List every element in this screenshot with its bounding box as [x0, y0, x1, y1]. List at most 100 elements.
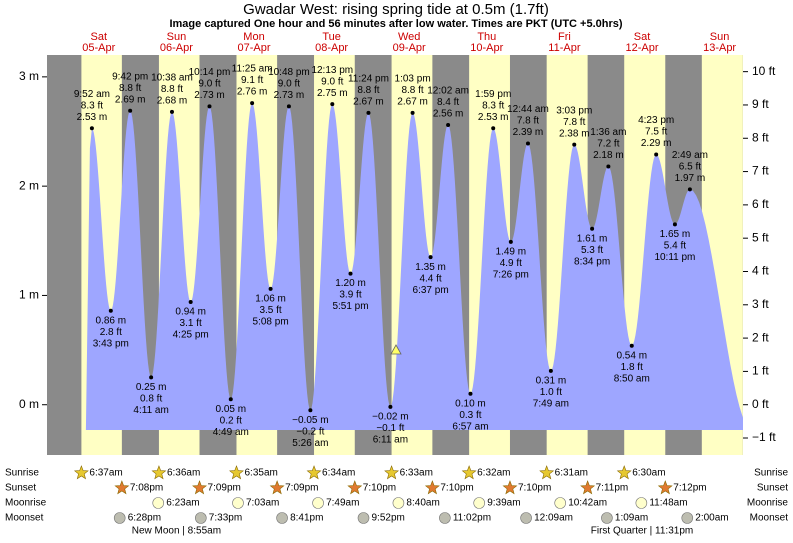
date-label: 11-Apr: [548, 42, 581, 54]
tide-label: 0.8 ft: [140, 394, 162, 405]
y2-tick-label: 4 ft: [752, 264, 769, 278]
tide-label: 3.5 ft: [259, 305, 281, 316]
sun-icon: [502, 480, 518, 495]
tide-label: 1.8 ft: [621, 362, 643, 373]
tide-label: 6.5 ft: [679, 162, 701, 173]
tide-label: 6:37 pm: [413, 285, 449, 296]
y-tick-label: 3 m: [19, 69, 39, 83]
tide-point: [388, 404, 393, 409]
tide-point: [410, 110, 415, 115]
y-tick-label: 2 m: [19, 178, 39, 192]
tide-label: 1.61 m: [577, 233, 608, 244]
tide-point: [508, 239, 513, 244]
tide-label: 7.2 ft: [597, 139, 619, 150]
tide-label: 2.69 m: [115, 94, 146, 105]
sun-icon: [461, 465, 477, 480]
row-label: Moonset: [750, 513, 789, 524]
y-tick-label: 0 m: [19, 397, 39, 411]
moon-icon: [473, 497, 486, 509]
tide-label: 2.75 m: [317, 88, 348, 99]
tide-label: 2:49 am: [672, 150, 708, 161]
tide-label: 3:03 pm: [556, 105, 592, 116]
y2-tick-label: 9 ft: [752, 97, 769, 111]
tide-label: 9.0 ft: [321, 76, 343, 87]
tide-label: 1:03 pm: [395, 74, 431, 85]
tide-label: 5:26 am: [292, 438, 328, 449]
tide-label: 11:24 pm: [348, 74, 389, 85]
y2-tick-label: −1 ft: [752, 430, 776, 444]
sun-icon: [539, 465, 555, 480]
sunrise-time: 6:32am: [477, 468, 510, 479]
tide-point: [687, 187, 692, 192]
moon-icon: [520, 512, 532, 524]
sun-icon: [580, 480, 596, 495]
moon-phase: New Moon | 8:55am: [132, 526, 221, 537]
sunrise-time: 6:34am: [322, 468, 355, 479]
date-label: 13-Apr: [703, 42, 736, 54]
moonrise-time: 6:23am: [166, 498, 199, 509]
tide-label: 0.2 ft: [220, 415, 242, 426]
tide-label: 3:43 pm: [93, 338, 129, 349]
tide-label: 4:11 am: [133, 405, 168, 416]
tide-label: 7.8 ft: [563, 117, 585, 128]
tide-point: [250, 101, 255, 106]
sun-icon: [616, 465, 632, 480]
tide-label: 4:49 am: [213, 427, 249, 438]
tide-point: [468, 391, 473, 396]
date-label: 06-Apr: [160, 42, 193, 54]
tide-point: [548, 368, 553, 373]
tide-label: 5:51 pm: [332, 301, 368, 312]
sun-icon: [114, 480, 130, 495]
tide-point: [89, 126, 94, 131]
moonset-time: 1:09am: [615, 513, 648, 524]
row-label: Moonrise: [5, 498, 47, 509]
tide-label: 1.20 m: [335, 278, 366, 289]
sun-icon: [306, 465, 322, 480]
moon-icon: [113, 512, 126, 524]
moonrise-time: 7:03am: [246, 498, 279, 509]
tide-label: 1.65 m: [660, 229, 691, 240]
tide-label: 8:50 am: [614, 373, 650, 384]
tide-label: 1.49 m: [496, 247, 527, 258]
moon-icon: [554, 497, 566, 509]
tide-point: [308, 408, 313, 413]
title: Gwadar West: rising spring tide at 0.5m …: [243, 1, 549, 18]
tide-label: 2.53 m: [77, 112, 108, 123]
y2-tick-label: 7 ft: [752, 164, 769, 178]
moonset-time: 8:41pm: [290, 513, 323, 524]
tide-label: −0.2 ft: [296, 426, 324, 437]
moon-icon: [681, 512, 694, 524]
row-label: Moonrise: [747, 498, 789, 509]
day-label: Wed: [398, 31, 420, 43]
moon-icon: [357, 512, 370, 524]
moonrise-time: 10:42am: [568, 498, 607, 509]
tide-point: [672, 222, 677, 227]
tide-label: 7.8 ft: [517, 116, 539, 127]
moonset-time: 12:09am: [534, 513, 573, 524]
tide-label: 2.38 m: [559, 128, 590, 139]
tide-point: [525, 141, 530, 146]
sun-icon: [657, 480, 673, 495]
moon-icon: [152, 497, 165, 509]
sunset-time: 7:08pm: [130, 483, 163, 494]
moon-icon: [392, 497, 405, 509]
sun-icon: [347, 480, 363, 495]
tide-label: 2.67 m: [397, 97, 428, 108]
tide-label: 8.3 ft: [482, 100, 504, 111]
moon-icon: [439, 512, 451, 524]
sun-icon: [229, 465, 244, 480]
sun-icon: [192, 480, 207, 495]
date-label: 10-Apr: [470, 42, 503, 54]
tide-label: 0.54 m: [616, 350, 647, 361]
y2-tick-label: 5 ft: [752, 230, 769, 244]
tide-label: 0.31 m: [536, 375, 567, 386]
sunset-time: 7:10pm: [363, 483, 396, 494]
tide-point: [428, 255, 433, 260]
sunrise-time: 6:36am: [167, 468, 200, 479]
tide-label: 4.4 ft: [419, 273, 441, 284]
tide-label: 1.06 m: [255, 294, 286, 305]
row-label: Sunset: [5, 483, 36, 494]
tide-label: 1.97 m: [675, 173, 706, 184]
day-label: Thu: [477, 31, 496, 43]
tide-label: 4:25 pm: [173, 330, 209, 341]
